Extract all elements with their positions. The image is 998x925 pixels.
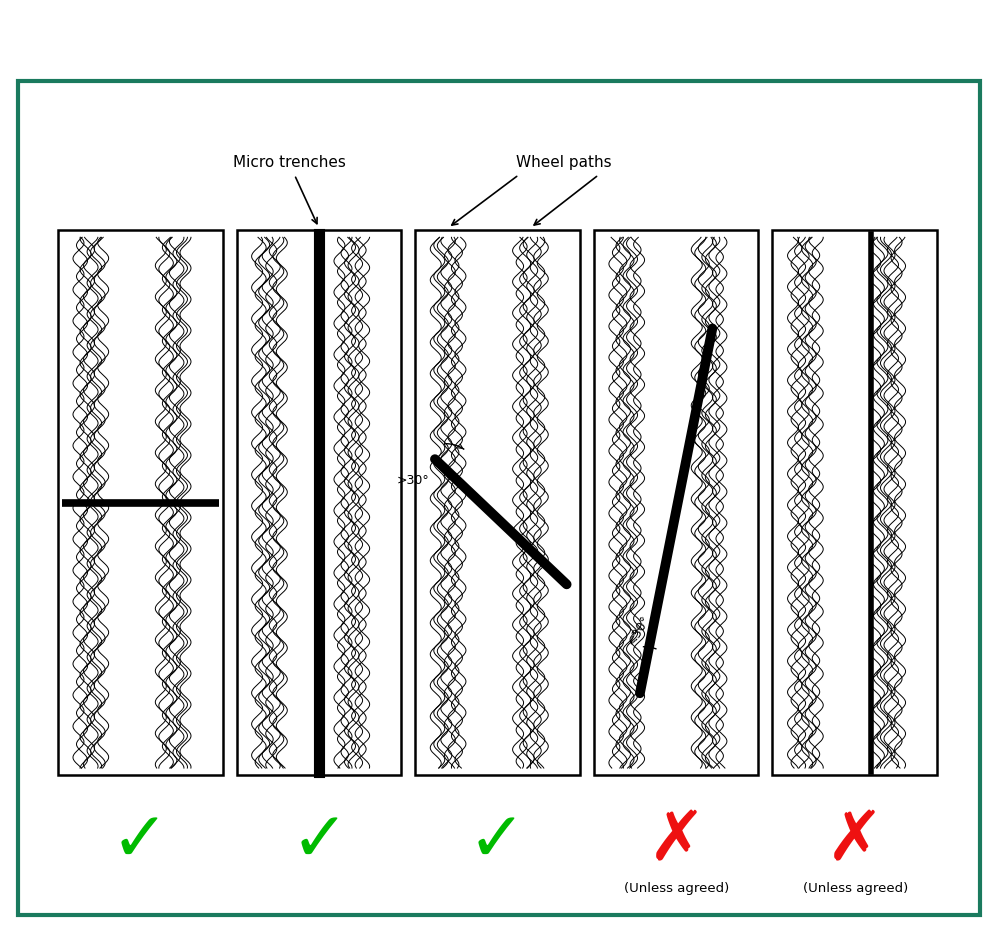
Text: (Unless agreed): (Unless agreed) [624, 882, 730, 895]
Text: ✗: ✗ [648, 808, 706, 874]
Text: <30°: <30° [625, 613, 653, 647]
Bar [415, 230, 580, 775]
Text: (Unless agreed): (Unless agreed) [802, 882, 908, 895]
Text: Micro trenches: Micro trenches [233, 155, 346, 170]
Bar [58, 230, 223, 775]
Text: Figure S6.1 Location of micro trenches: Figure S6.1 Location of micro trenches [15, 23, 533, 47]
Text: ✓: ✓ [468, 808, 526, 874]
Text: >30°: >30° [396, 474, 429, 487]
Bar [594, 230, 758, 775]
Text: ✓: ✓ [290, 808, 348, 874]
Bar [237, 230, 401, 775]
Text: ✗: ✗ [826, 808, 884, 874]
Bar [772, 230, 937, 775]
Text: ✓: ✓ [111, 808, 169, 874]
Text: Wheel paths: Wheel paths [516, 155, 612, 170]
